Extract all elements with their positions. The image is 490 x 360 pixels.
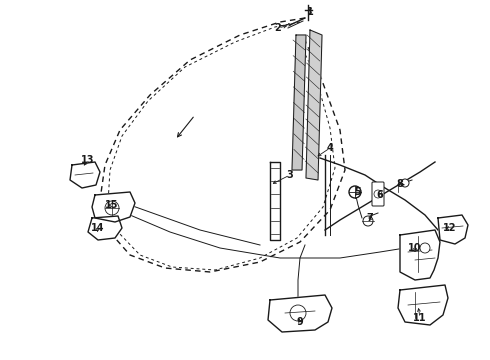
Text: 1: 1 xyxy=(307,7,314,17)
Polygon shape xyxy=(92,192,135,222)
Polygon shape xyxy=(400,230,440,280)
Circle shape xyxy=(420,243,430,253)
Polygon shape xyxy=(306,30,322,180)
Circle shape xyxy=(349,186,361,198)
Text: 11: 11 xyxy=(413,313,427,323)
Text: 14: 14 xyxy=(91,223,105,233)
Text: 7: 7 xyxy=(367,213,373,223)
Polygon shape xyxy=(268,295,332,332)
Text: 3: 3 xyxy=(287,170,294,180)
Text: 9: 9 xyxy=(296,317,303,327)
Circle shape xyxy=(363,216,373,226)
Text: 15: 15 xyxy=(105,200,119,210)
Circle shape xyxy=(105,201,119,215)
Text: 6: 6 xyxy=(377,190,383,200)
Circle shape xyxy=(374,190,382,198)
Polygon shape xyxy=(398,285,448,325)
Text: 2: 2 xyxy=(274,23,281,33)
Text: 8: 8 xyxy=(396,179,403,189)
FancyBboxPatch shape xyxy=(372,182,384,206)
Polygon shape xyxy=(88,216,122,240)
Polygon shape xyxy=(292,35,306,170)
Polygon shape xyxy=(70,162,100,188)
Text: 13: 13 xyxy=(81,155,95,165)
Text: 4: 4 xyxy=(327,143,333,153)
Text: 5: 5 xyxy=(355,187,362,197)
Text: 12: 12 xyxy=(443,223,457,233)
Circle shape xyxy=(290,305,306,321)
Circle shape xyxy=(401,179,409,187)
Text: 10: 10 xyxy=(408,243,422,253)
Polygon shape xyxy=(438,215,468,244)
